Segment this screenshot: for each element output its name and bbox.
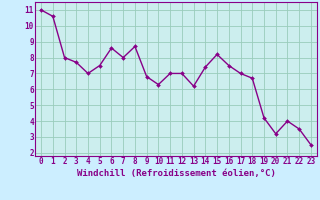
X-axis label: Windchill (Refroidissement éolien,°C): Windchill (Refroidissement éolien,°C) [76, 169, 276, 178]
